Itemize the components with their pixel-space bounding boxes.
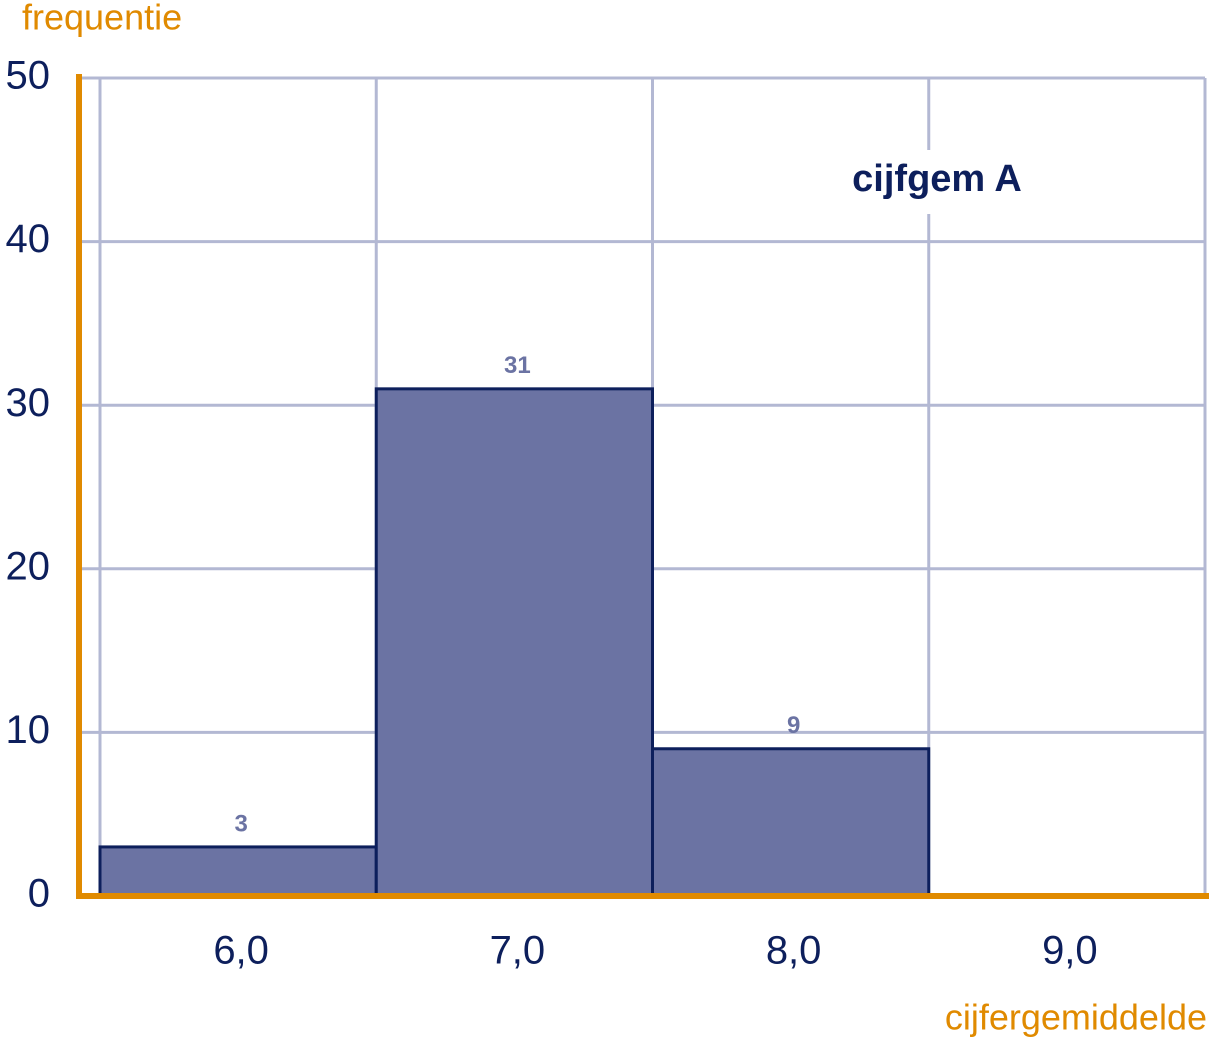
data-label: 9 [787,712,800,739]
y-tick-label: 10 [6,708,51,752]
x-tick-label: 8,0 [766,929,822,973]
annotation-bg [832,150,1042,214]
x-tick-label: 6,0 [213,929,269,973]
bar [98,845,378,898]
data-label: 31 [504,352,531,379]
y-tick-label: 0 [28,872,50,916]
y-tick-label: 20 [6,544,51,588]
y-tick-label: 30 [6,381,51,425]
data-label: 3 [234,810,247,837]
y-tick-label: 50 [6,54,51,98]
y-axis-title: frequentie [22,0,182,38]
y-tick-label: 40 [6,217,51,261]
bar [374,387,654,898]
x-tick-label: 7,0 [490,929,546,973]
bar [651,747,931,898]
x-tick-label: 9,0 [1042,929,1098,973]
x-axis-title: cijfergemiddelde [945,997,1207,1038]
annotation: cijfgem A [852,158,1022,200]
